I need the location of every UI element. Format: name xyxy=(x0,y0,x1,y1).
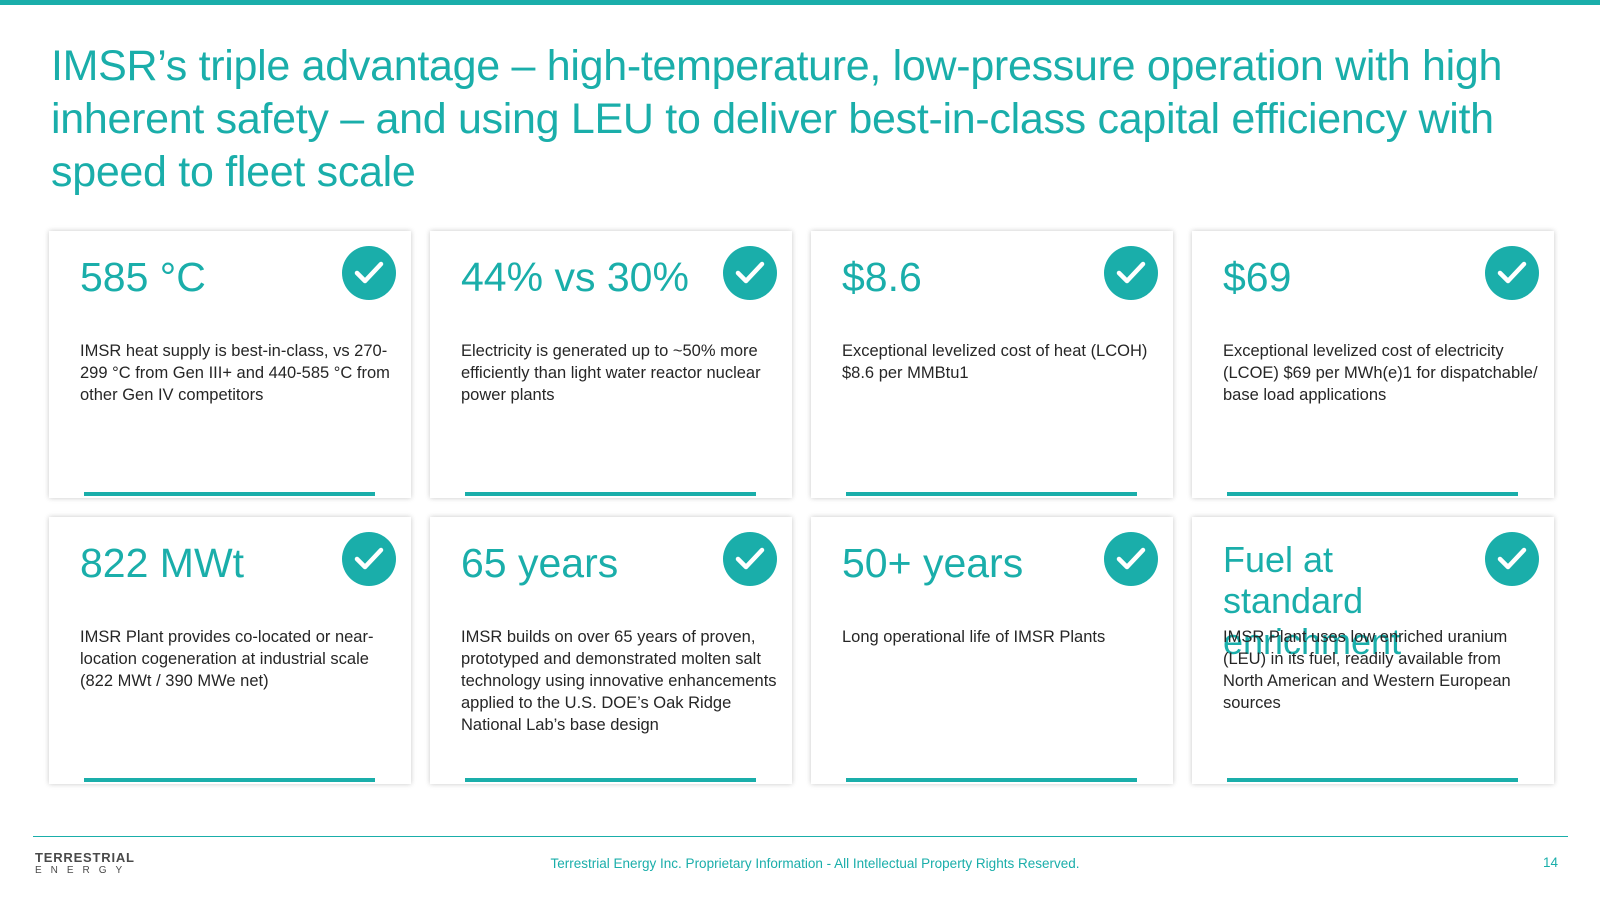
metric-value: 65 years xyxy=(461,540,619,586)
checkmark-icon xyxy=(1485,246,1539,300)
metric-value: Fuel at standard enrichment xyxy=(1223,539,1402,662)
metric-card-efficiency: 44% vs 30% Electricity is generated up t… xyxy=(430,231,792,498)
checkmark-icon xyxy=(342,246,396,300)
page-number: 14 xyxy=(1543,855,1559,870)
card-accent-line xyxy=(846,778,1137,782)
card-accent-line xyxy=(1227,778,1518,782)
metrics-grid: 585 °C IMSR heat supply is best-in-class… xyxy=(49,231,1554,784)
logo-wordmark-bottom: ENERGY xyxy=(35,865,132,876)
metric-description: IMSR builds on over 65 years of proven, … xyxy=(461,628,777,734)
checkmark-icon xyxy=(342,532,396,586)
metric-card-capacity: 822 MWt IMSR Plant provides co-located o… xyxy=(49,517,411,784)
metric-card-lcoe: $69 Exceptional levelized cost of electr… xyxy=(1192,231,1554,498)
checkmark-icon xyxy=(723,532,777,586)
metric-card-temperature: 585 °C IMSR heat supply is best-in-class… xyxy=(49,231,411,498)
card-accent-line xyxy=(846,492,1137,496)
card-accent-line xyxy=(84,778,375,782)
metric-description: IMSR Plant uses low enriched uranium (LE… xyxy=(1223,628,1511,712)
metric-description: Electricity is generated up to ~50% more… xyxy=(461,342,761,404)
metric-card-lcoh: $8.6 Exceptional levelized cost of heat … xyxy=(811,231,1173,498)
checkmark-icon xyxy=(1104,532,1158,586)
logo-wordmark-top: TERRESTRIAL xyxy=(35,850,135,865)
metric-value: $69 xyxy=(1223,254,1292,300)
checkmark-icon xyxy=(723,246,777,300)
card-accent-line xyxy=(465,778,756,782)
checkmark-icon xyxy=(1104,246,1158,300)
metric-value: 585 °C xyxy=(80,254,206,300)
top-accent-bar xyxy=(0,0,1600,5)
metric-description: Long operational life of IMSR Plants xyxy=(842,628,1106,646)
metric-card-heritage: 65 years IMSR builds on over 65 years of… xyxy=(430,517,792,784)
checkmark-icon xyxy=(1485,532,1539,586)
footer-divider xyxy=(33,836,1568,837)
metric-value: 44% vs 30% xyxy=(461,254,689,300)
metric-description: IMSR Plant provides co-located or near-l… xyxy=(80,628,374,690)
metric-card-fuel: Fuel at standard enrichment IMSR Plant u… xyxy=(1192,517,1554,784)
metric-description: IMSR heat supply is best-in-class, vs 27… xyxy=(80,342,390,404)
card-accent-line xyxy=(465,492,756,496)
company-logo: TERRESTRIAL ENERGY xyxy=(35,851,145,877)
card-accent-line xyxy=(84,492,375,496)
metric-description: Exceptional levelized cost of heat (LCOH… xyxy=(842,342,1148,382)
metric-card-lifespan: 50+ years Long operational life of IMSR … xyxy=(811,517,1173,784)
metric-description: Exceptional levelized cost of electricit… xyxy=(1223,342,1538,404)
slide-title: IMSR’s triple advantage – high-temperatu… xyxy=(51,42,1503,196)
card-accent-line xyxy=(1227,492,1518,496)
metric-value: $8.6 xyxy=(842,254,922,300)
footer-disclaimer: Terrestrial Energy Inc. Proprietary Info… xyxy=(550,856,1080,871)
metric-value: 50+ years xyxy=(842,540,1024,586)
metric-value: 822 MWt xyxy=(80,540,245,586)
